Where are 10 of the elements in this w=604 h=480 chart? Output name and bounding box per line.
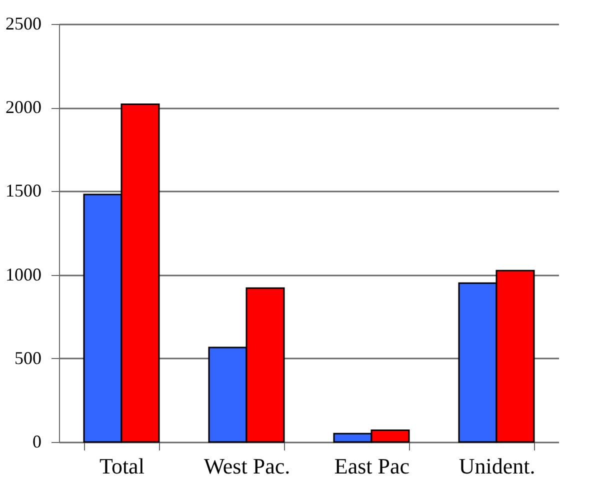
x-tick-label: Unident.: [458, 454, 536, 478]
y-tick-label: 1500: [6, 180, 42, 201]
x-tick-label: East Pac: [334, 454, 410, 478]
y-tick-label: 500: [14, 348, 42, 368]
y-tick-label: 0: [32, 432, 42, 452]
x-tick-label: West Pac.: [204, 454, 290, 478]
y-tick-label: 1000: [6, 264, 42, 284]
y-tick-label: 2500: [6, 14, 42, 34]
y-tick-label: 2000: [6, 97, 42, 118]
x-tick-label: Total: [100, 454, 144, 478]
